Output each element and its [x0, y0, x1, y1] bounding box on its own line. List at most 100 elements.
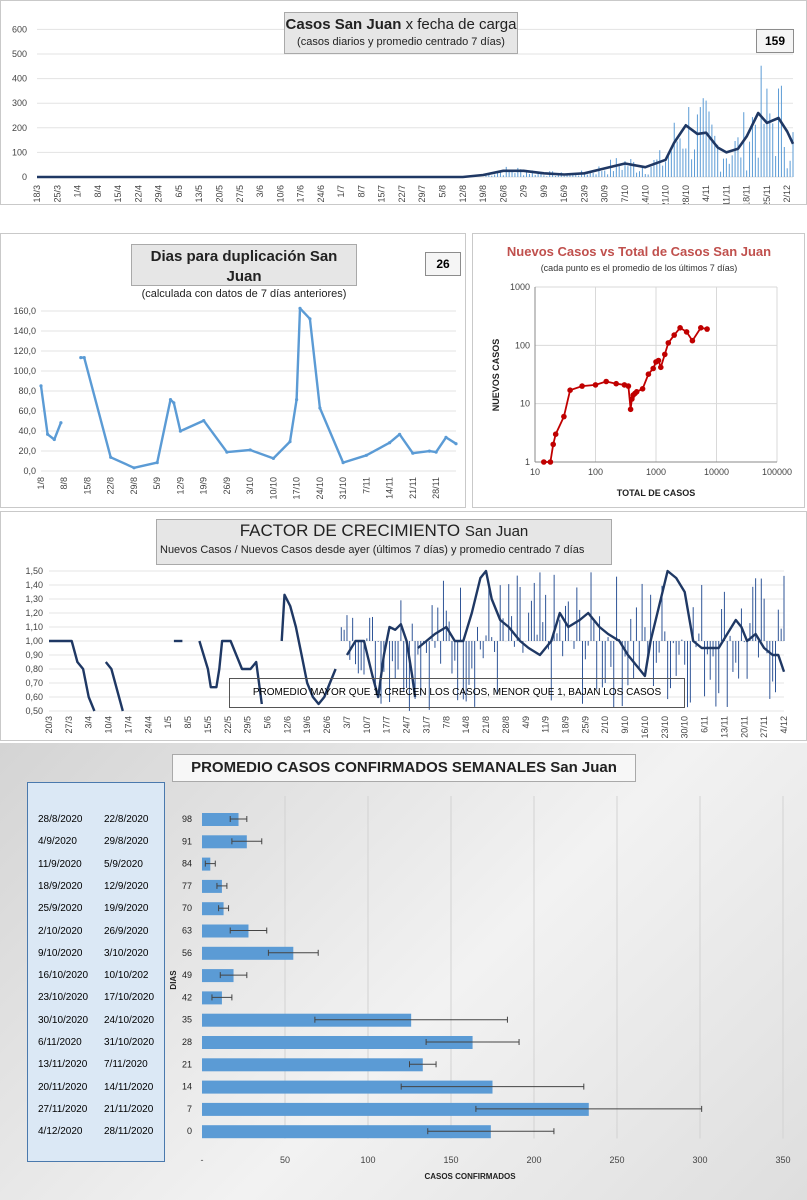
x-tick-label: 350 — [775, 1155, 790, 1165]
weekly-average-bar — [202, 1013, 412, 1027]
doubling-days-point — [308, 317, 312, 321]
average-factor-line — [104, 661, 124, 712]
x-tick-label: 11/9 — [541, 716, 551, 733]
weekly-average-bar — [202, 946, 294, 960]
x-tick-label: 31/10 — [338, 477, 348, 500]
x-tick-label: 17/4 — [123, 716, 133, 734]
week-end-date: 6/11/2020 — [38, 1037, 82, 1048]
y-tick-label: 200 — [12, 123, 27, 133]
x-tick-label: 250 — [609, 1155, 624, 1165]
date-range-row: 25/9/2020 19/9/2020 — [28, 902, 166, 916]
week-end-date: 4/9/2020 — [38, 836, 77, 848]
date-range-row: 18/9/2020 12/9/2020 — [28, 880, 166, 894]
x-tick-label: 19/8 — [478, 185, 488, 203]
category-label: 21 — [182, 1059, 192, 1069]
y-tick-label: 100 — [12, 147, 27, 157]
x-tick-label: 10/6 — [275, 185, 285, 203]
daily-cases-title: Casos San Juan — [285, 16, 402, 33]
x-tick-label: 23/9 — [579, 185, 589, 203]
daily-cases-title-box: Casos San Juan x fecha de carga (casos d… — [284, 12, 518, 54]
category-label: 98 — [182, 814, 192, 824]
x-tick-label: 5/9 — [152, 477, 162, 490]
x-tick-label: 13/11 — [719, 716, 729, 738]
doubling-days-point — [225, 450, 229, 454]
date-range-row: 27/11/2020 21/11/2020 — [28, 1103, 166, 1117]
x-tick-label: 2/12 — [782, 185, 792, 203]
y-tick-label: 160,0 — [13, 306, 36, 316]
x-tick-label: 26/8 — [498, 185, 508, 203]
x-tick-label: 19/9 — [199, 477, 209, 495]
week-date-range-table: 28/8/2020 22/8/2020 4/9/2020 29/8/2020 11/9/… — [27, 782, 165, 1162]
doubling-days-point — [52, 437, 56, 442]
x-tick-label: 10/10 — [268, 477, 278, 500]
x-tick-label: 1/7 — [336, 185, 346, 198]
scatter-point — [658, 364, 664, 371]
doubling-days-point — [298, 306, 302, 310]
weekly-average-title: PROMEDIO CASOS CONFIRMADOS SEMANALES San… — [191, 759, 617, 776]
date-range-row: 4/9/2020 29/8/2020 — [28, 835, 166, 849]
date-range-row: 6/11/2020 31/10/2020 — [28, 1036, 166, 1050]
category-label: 0 — [187, 1126, 192, 1136]
x-tick-label: 8/4 — [93, 185, 103, 198]
y-tick-label: 400 — [12, 74, 27, 84]
week-start-date: 12/9/2020 — [104, 880, 149, 892]
week-start-date: 14/11/2020 — [104, 1081, 154, 1093]
scatter-point — [704, 326, 710, 332]
scatter-point — [665, 340, 672, 346]
daily-cases-chart: 0 100 200 300 400 500 600 18/3 25/3 1/4 8/4 15/4 22/… — [12, 24, 795, 204]
weekly-average-bar — [202, 813, 239, 826]
doubling-days-point — [444, 435, 448, 439]
scatter-line — [543, 326, 708, 463]
x-tick-label: 25/11 — [762, 185, 772, 204]
date-range-row: 4/12/2020 28/11/2020 — [28, 1125, 166, 1139]
y-tick-label: 1,50 — [25, 566, 43, 576]
week-start-date: 24/10/2020 — [104, 1014, 155, 1026]
x-tick-label: 29/7 — [417, 185, 427, 203]
x-tick-label: 8/7 — [356, 185, 366, 198]
x-tick-label: 50 — [280, 1155, 290, 1165]
x-tick-label: 28/8 — [501, 716, 511, 734]
x-tick-label: 18/9 — [560, 716, 570, 734]
growth-factor-panel: 0,50 0,60 0,70 0,80 0,90 1,00 1,10 1,20 1,30 1,40… — [0, 511, 807, 741]
scatter-point — [677, 325, 683, 331]
date-range-row: 20/11/2020 14/11/2020 — [28, 1081, 166, 1095]
category-label: 63 — [182, 926, 192, 936]
x-tick-label: 27/3 — [64, 716, 74, 734]
y-tick-label: 0,0 — [23, 466, 36, 476]
x-tick-label: 21/11 — [408, 477, 418, 499]
x-tick-label: 23/10 — [660, 716, 670, 739]
doubling-days-title: Dias para duplicación San Juan — [150, 248, 338, 285]
doubling-days-point — [454, 442, 458, 446]
scatter-point — [645, 371, 652, 377]
weekly-average-bar — [202, 924, 249, 938]
scatter-point — [671, 332, 677, 338]
doubling-days-point — [172, 401, 176, 405]
doubling-days-subtitle: (calculada con datos de 7 días anteriore… — [141, 288, 347, 300]
x-tick-label: 14/8 — [461, 716, 471, 734]
x-tick-label: 3/4 — [84, 716, 94, 729]
x-tick-label: 6/11 — [700, 716, 710, 733]
x-tick-label: 13/5 — [194, 185, 204, 203]
weekly-average-title-box: PROMEDIO CASOS CONFIRMADOS SEMANALES San… — [172, 754, 636, 782]
growth-factor-title-suffix: San Juan — [464, 523, 529, 540]
x-tick-label: 200 — [526, 1155, 541, 1165]
category-label: 49 — [182, 970, 192, 980]
x-tick-label: 24/7 — [402, 716, 412, 734]
week-end-date: 2/10/2020 — [38, 925, 83, 937]
category-label: 70 — [182, 903, 192, 913]
x-tick-label: 15/8 — [82, 477, 92, 495]
x-tick-label: 16/9 — [559, 185, 569, 203]
x-tick-label: 16/10 — [640, 716, 650, 739]
x-tick-label: 29/8 — [129, 477, 139, 495]
x-tick-label: 7/10 — [620, 185, 630, 203]
week-end-date: 11/9/2020 — [38, 858, 82, 870]
x-tick-label: 1000 — [646, 467, 666, 477]
weekly-average-bar — [202, 1125, 491, 1139]
x-tick-label: 5/6 — [263, 716, 273, 729]
x-tick-label: 29/4 — [154, 185, 164, 203]
daily-cases-panel: 0 100 200 300 400 500 600 18/3 25/3 1/4 8/4 15/4 22/… — [0, 0, 807, 205]
y-tick-label: 1,20 — [25, 608, 43, 618]
x-tick-label: 21/10 — [661, 185, 671, 204]
category-label: 28 — [182, 1037, 192, 1047]
doubling-days-point — [82, 356, 86, 360]
